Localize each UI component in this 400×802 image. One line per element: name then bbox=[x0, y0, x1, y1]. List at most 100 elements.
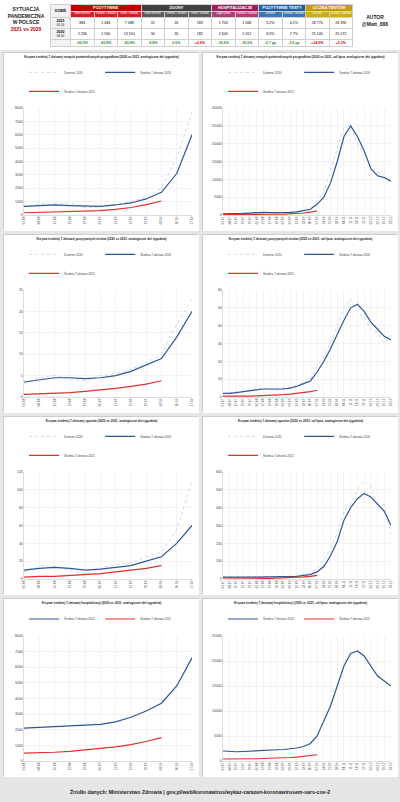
svg-text:20000: 20000 bbox=[212, 142, 222, 146]
svg-text:04.11: 04.11 bbox=[342, 398, 346, 406]
svg-text:08.07: 08.07 bbox=[228, 580, 232, 588]
svg-text:Krzywa średniej 7-dniowej nowy: Krzywa średniej 7-dniowej nowych potwier… bbox=[24, 55, 179, 59]
svg-text:21.10: 21.10 bbox=[328, 580, 332, 588]
svg-text:12.08: 12.08 bbox=[261, 762, 265, 770]
svg-text:5000: 5000 bbox=[15, 146, 23, 150]
svg-text:10.10: 10.10 bbox=[175, 398, 179, 406]
svg-text:15: 15 bbox=[19, 331, 23, 335]
svg-text:16.09: 16.09 bbox=[295, 398, 299, 406]
svg-text:Średnia 7-dniowa 2021: Średnia 7-dniowa 2021 bbox=[263, 453, 294, 458]
svg-text:05.09: 05.09 bbox=[98, 580, 102, 588]
svg-text:19.09: 19.09 bbox=[129, 762, 133, 770]
svg-text:21.10: 21.10 bbox=[328, 398, 332, 406]
svg-text:0: 0 bbox=[220, 395, 222, 399]
svg-text:01.07: 01.07 bbox=[221, 398, 225, 406]
svg-text:0: 0 bbox=[21, 759, 23, 763]
svg-text:21.10: 21.10 bbox=[328, 762, 332, 770]
svg-text:15.08: 15.08 bbox=[53, 580, 57, 588]
svg-text:25.11: 25.11 bbox=[362, 398, 366, 406]
svg-text:29.07: 29.07 bbox=[248, 398, 252, 406]
svg-text:19.09: 19.09 bbox=[129, 216, 133, 224]
svg-text:25.11: 25.11 bbox=[362, 762, 366, 770]
svg-text:30.09: 30.09 bbox=[308, 216, 312, 224]
svg-text:28.10: 28.10 bbox=[335, 580, 339, 588]
svg-text:02.09: 02.09 bbox=[281, 398, 285, 406]
svg-text:5000: 5000 bbox=[214, 195, 222, 199]
svg-text:05.09: 05.09 bbox=[98, 398, 102, 406]
svg-text:Dzienne 2020: Dzienne 2020 bbox=[263, 435, 282, 439]
svg-text:15.08: 15.08 bbox=[53, 398, 57, 406]
svg-text:50: 50 bbox=[218, 306, 222, 310]
svg-text:23.09: 23.09 bbox=[302, 580, 306, 588]
svg-text:22.07: 22.07 bbox=[241, 762, 245, 770]
svg-text:5000: 5000 bbox=[15, 681, 23, 685]
svg-text:14.10: 14.10 bbox=[322, 398, 326, 406]
svg-text:02.09: 02.09 bbox=[281, 762, 285, 770]
svg-text:3000: 3000 bbox=[15, 712, 23, 716]
svg-text:100: 100 bbox=[17, 488, 23, 492]
svg-text:23.09: 23.09 bbox=[302, 762, 306, 770]
svg-text:22.07: 22.07 bbox=[241, 580, 245, 588]
svg-text:20000: 20000 bbox=[212, 659, 222, 663]
svg-text:Dzienne 2020: Dzienne 2020 bbox=[263, 71, 282, 75]
svg-text:Średnia 7-dniowa 2020: Średnia 7-dniowa 2020 bbox=[339, 434, 370, 439]
svg-text:Dzienne 2020: Dzienne 2020 bbox=[64, 253, 83, 257]
svg-text:08.08: 08.08 bbox=[37, 398, 41, 406]
svg-text:20: 20 bbox=[19, 310, 23, 314]
svg-text:10000: 10000 bbox=[212, 709, 222, 713]
svg-text:30.09: 30.09 bbox=[308, 762, 312, 770]
svg-text:Średnia 7-dniowa 2020: Średnia 7-dniowa 2020 bbox=[339, 252, 370, 257]
svg-text:05.08: 05.08 bbox=[255, 398, 259, 406]
svg-text:15.07: 15.07 bbox=[234, 580, 238, 588]
svg-text:09.09: 09.09 bbox=[288, 580, 292, 588]
svg-text:Średnia 7-dniowa 2020: Średnia 7-dniowa 2020 bbox=[140, 70, 171, 75]
svg-text:1000: 1000 bbox=[15, 200, 23, 204]
svg-text:8000: 8000 bbox=[15, 106, 23, 110]
svg-text:26.08: 26.08 bbox=[275, 216, 279, 224]
svg-text:04.11: 04.11 bbox=[342, 762, 346, 770]
svg-text:10.10: 10.10 bbox=[175, 580, 179, 588]
svg-text:11.11: 11.11 bbox=[349, 398, 353, 405]
svg-text:15.08: 15.08 bbox=[53, 216, 57, 224]
svg-text:03.10: 03.10 bbox=[159, 398, 163, 406]
svg-text:16.12: 16.12 bbox=[382, 580, 386, 588]
svg-text:5000: 5000 bbox=[214, 734, 222, 738]
svg-text:Średnia 7-dniowa 2021: Średnia 7-dniowa 2021 bbox=[339, 616, 370, 621]
svg-text:23.09: 23.09 bbox=[302, 398, 306, 406]
svg-text:02.12: 02.12 bbox=[369, 216, 373, 224]
svg-text:19.09: 19.09 bbox=[129, 398, 133, 406]
svg-text:05.08: 05.08 bbox=[255, 762, 259, 770]
svg-text:19.08: 19.08 bbox=[268, 398, 272, 406]
svg-text:11.11: 11.11 bbox=[349, 762, 353, 769]
svg-text:60: 60 bbox=[218, 288, 222, 292]
svg-text:0: 0 bbox=[220, 577, 222, 581]
svg-text:400: 400 bbox=[216, 506, 222, 510]
svg-text:0: 0 bbox=[220, 213, 222, 217]
svg-text:10000: 10000 bbox=[212, 178, 222, 182]
svg-text:10: 10 bbox=[19, 352, 23, 356]
svg-text:12.08: 12.08 bbox=[261, 580, 265, 588]
svg-text:23.12: 23.12 bbox=[389, 580, 393, 588]
svg-text:26.09: 26.09 bbox=[144, 216, 148, 224]
svg-text:Średnia 7-dniowa 2020: Średnia 7-dniowa 2020 bbox=[140, 434, 171, 439]
svg-text:500: 500 bbox=[216, 488, 222, 492]
svg-text:80: 80 bbox=[19, 506, 23, 510]
svg-text:01.08: 01.08 bbox=[22, 216, 26, 224]
svg-text:28.10: 28.10 bbox=[335, 762, 339, 770]
svg-text:7000: 7000 bbox=[15, 120, 23, 124]
svg-text:8000: 8000 bbox=[15, 634, 23, 638]
svg-text:10: 10 bbox=[218, 377, 222, 381]
svg-text:0: 0 bbox=[220, 759, 222, 763]
svg-text:25000: 25000 bbox=[212, 634, 222, 638]
svg-text:01.07: 01.07 bbox=[221, 580, 225, 588]
svg-text:Dzienne 2020: Dzienne 2020 bbox=[64, 71, 83, 75]
svg-text:25.11: 25.11 bbox=[362, 216, 366, 224]
svg-text:Średnia 7-dniowa 2021: Średnia 7-dniowa 2021 bbox=[263, 89, 294, 94]
svg-text:29.07: 29.07 bbox=[248, 762, 252, 770]
svg-text:05.08: 05.08 bbox=[255, 216, 259, 224]
svg-text:15.08: 15.08 bbox=[53, 762, 57, 770]
svg-text:30.09: 30.09 bbox=[308, 580, 312, 588]
svg-text:17.10: 17.10 bbox=[190, 580, 194, 588]
svg-text:Średnia 7-dniowa 2021: Średnia 7-dniowa 2021 bbox=[64, 89, 95, 94]
svg-text:22.08: 22.08 bbox=[68, 762, 72, 770]
